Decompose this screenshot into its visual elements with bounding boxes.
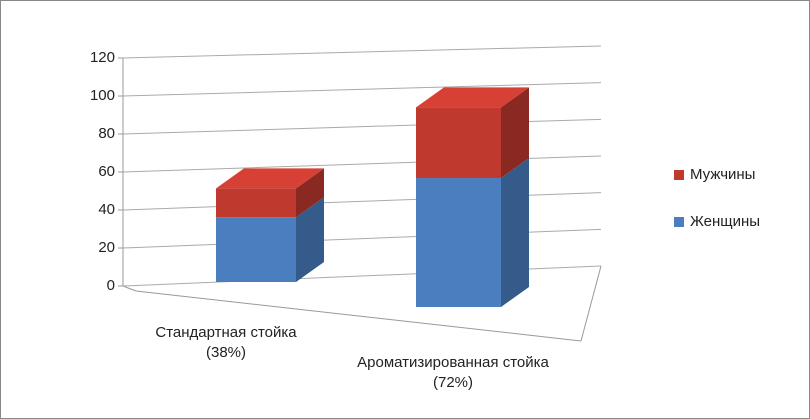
bar-top	[216, 168, 324, 189]
grid-line	[122, 118, 602, 135]
grid-line	[122, 45, 602, 59]
bar-front	[416, 107, 501, 179]
bar-side	[296, 168, 324, 218]
bar-side	[501, 87, 529, 179]
bar-front	[216, 188, 296, 218]
grid-line	[122, 265, 602, 287]
y-tick-label: 40	[98, 201, 115, 218]
floor-line	[580, 265, 602, 342]
legend-swatch	[674, 217, 684, 227]
legend-label: Женщины	[690, 213, 760, 230]
legend-label: Мужчины	[690, 166, 755, 183]
grid-line	[122, 82, 602, 97]
x-tick-label: Стандартная стойка (38%)	[155, 324, 297, 361]
y-tick-label: 80	[98, 125, 115, 142]
floor-line	[135, 290, 582, 342]
bar-side	[296, 197, 324, 282]
grid-line	[122, 228, 602, 249]
grid-line	[122, 155, 602, 173]
y-tick-label: 0	[107, 277, 115, 294]
y-tick-label: 100	[90, 87, 115, 104]
y-tick-label: 120	[90, 49, 115, 66]
bar-top	[416, 87, 529, 108]
y-tick-label: 60	[98, 163, 115, 180]
floor-line	[122, 285, 137, 292]
bar-front	[416, 178, 501, 307]
y-tick-label: 20	[98, 239, 115, 256]
bar-front	[216, 217, 296, 282]
legend-swatch	[674, 170, 684, 180]
bar-side	[501, 158, 529, 307]
x-tick-label: Ароматизированная стойка (72%)	[357, 354, 549, 391]
grid-line	[122, 192, 602, 211]
